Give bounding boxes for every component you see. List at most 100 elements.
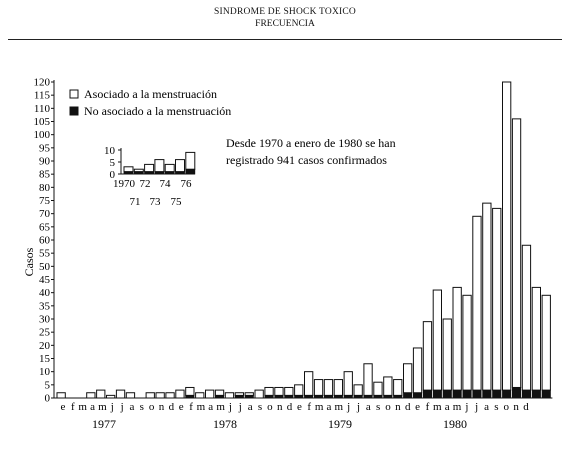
annotation-line-2: registrado 941 casos confirmados (226, 153, 387, 167)
bar-associated (511, 118, 522, 388)
bar-not-associated (521, 389, 531, 399)
y-tick-label: 120 (34, 77, 51, 89)
x-tick-label: n (513, 401, 519, 413)
x-tick-label: s (258, 401, 262, 413)
inset-x-tick-label: 73 (150, 196, 162, 208)
x-tick-label: a (327, 401, 332, 413)
y-tick-label: 65 (39, 221, 51, 233)
bar-group (56, 81, 551, 399)
x-tick-label: m (98, 401, 107, 413)
x-tick-label: e (297, 401, 302, 413)
bar-associated (175, 389, 185, 399)
x-tick-label: e (415, 401, 420, 413)
x-tick-label: s (376, 401, 380, 413)
x-tick-label: d (523, 401, 529, 413)
x-tick-label: j (464, 401, 468, 413)
bar-associated (323, 379, 334, 396)
year-label: 1977 (92, 417, 116, 431)
y-tick-label: 40 (39, 287, 51, 299)
bar-associated (452, 286, 462, 391)
bar-associated (214, 389, 225, 396)
bar-not-associated (502, 389, 512, 399)
x-tick-label: a (208, 401, 213, 413)
inset-bar-associated (164, 163, 175, 173)
bar-not-associated (442, 389, 452, 399)
bar-associated (205, 389, 215, 399)
bar-not-associated (432, 389, 442, 399)
bar-not-associated (512, 387, 522, 399)
x-tick-label: j (110, 401, 114, 413)
x-tick-label: s (140, 401, 144, 413)
bar-associated (412, 347, 423, 394)
inset-bar-not-associated (185, 168, 196, 175)
bar-associated (442, 318, 452, 391)
y-tick-label: 105 (34, 116, 51, 128)
x-tick-label: j (228, 401, 232, 413)
inset-y-tick-label: 5 (110, 157, 116, 169)
bar-associated (492, 207, 502, 391)
y-tick-label: 5 (45, 379, 51, 391)
x-tick-label: j (120, 401, 124, 413)
x-tick-label: m (315, 401, 324, 413)
bar-associated (393, 379, 403, 396)
bar-associated (195, 392, 205, 399)
inset-x-tick-label: 75 (171, 196, 183, 208)
y-tick-label: 90 (39, 156, 51, 168)
x-tick-label: o (385, 401, 391, 413)
inset-x-tick-label: 76 (181, 178, 193, 190)
bar-not-associated (492, 389, 502, 399)
bar-not-associated (422, 389, 432, 399)
y-tick-label: 20 (39, 340, 51, 352)
legend: Asociado a la menstruación No asociado a… (69, 87, 231, 118)
bar-associated (313, 379, 324, 396)
inset-x-tick-label: 71 (130, 196, 141, 208)
bar-not-associated (541, 389, 551, 399)
x-tick-label: j (346, 401, 350, 413)
y-tick-label: 0 (45, 393, 51, 405)
x-tick-label: o (267, 401, 273, 413)
x-tick-label: a (366, 401, 371, 413)
x-tick-label: d (287, 401, 293, 413)
x-tick-label: o (504, 401, 510, 413)
x-tick-label: f (307, 401, 311, 413)
bar-associated (155, 392, 165, 399)
y-tick-label: 60 (39, 235, 51, 247)
annotation: Desde 1970 a enero de 1980 se han regist… (226, 136, 396, 167)
inset-bar-associated (144, 163, 155, 173)
x-tick-label: a (248, 401, 253, 413)
x-tick-label: m (197, 401, 206, 413)
y-axis: 0510152025303540455055606570758085909510… (34, 77, 55, 405)
y-tick-label: 115 (34, 90, 51, 102)
inset-x-tick-label: 74 (160, 178, 172, 190)
x-tick-label: n (277, 401, 283, 413)
x-tick-label: j (474, 401, 478, 413)
y-tick-label: 35 (39, 300, 51, 312)
year-label: 1980 (443, 417, 467, 431)
bar-not-associated (403, 392, 413, 399)
year-label: 1979 (328, 417, 352, 431)
y-tick-label: 75 (39, 195, 51, 207)
bar-not-associated (462, 389, 472, 399)
bar-associated (353, 384, 363, 396)
bar-associated (294, 384, 304, 396)
y-tick-label: 100 (34, 129, 51, 141)
y-tick-label: 95 (39, 142, 51, 154)
bar-associated (333, 379, 344, 396)
x-tick-label: f (426, 401, 430, 413)
bar-not-associated (472, 389, 482, 399)
bar-associated (115, 389, 126, 399)
header-divider (8, 39, 562, 40)
bar-associated (304, 371, 314, 396)
x-tick-label: j (238, 401, 242, 413)
y-tick-label: 55 (39, 248, 51, 260)
bar-associated (373, 381, 383, 396)
legend-label-not-associated: No asociado a la menstruación (84, 104, 231, 118)
bar-associated (145, 392, 155, 399)
bar-not-associated (452, 389, 462, 399)
inset-bar-associated (185, 151, 196, 170)
bar-associated (234, 392, 244, 396)
x-tick-label: m (433, 401, 442, 413)
legend-swatch-associated (69, 89, 79, 99)
y-tick-label: 25 (39, 327, 51, 339)
